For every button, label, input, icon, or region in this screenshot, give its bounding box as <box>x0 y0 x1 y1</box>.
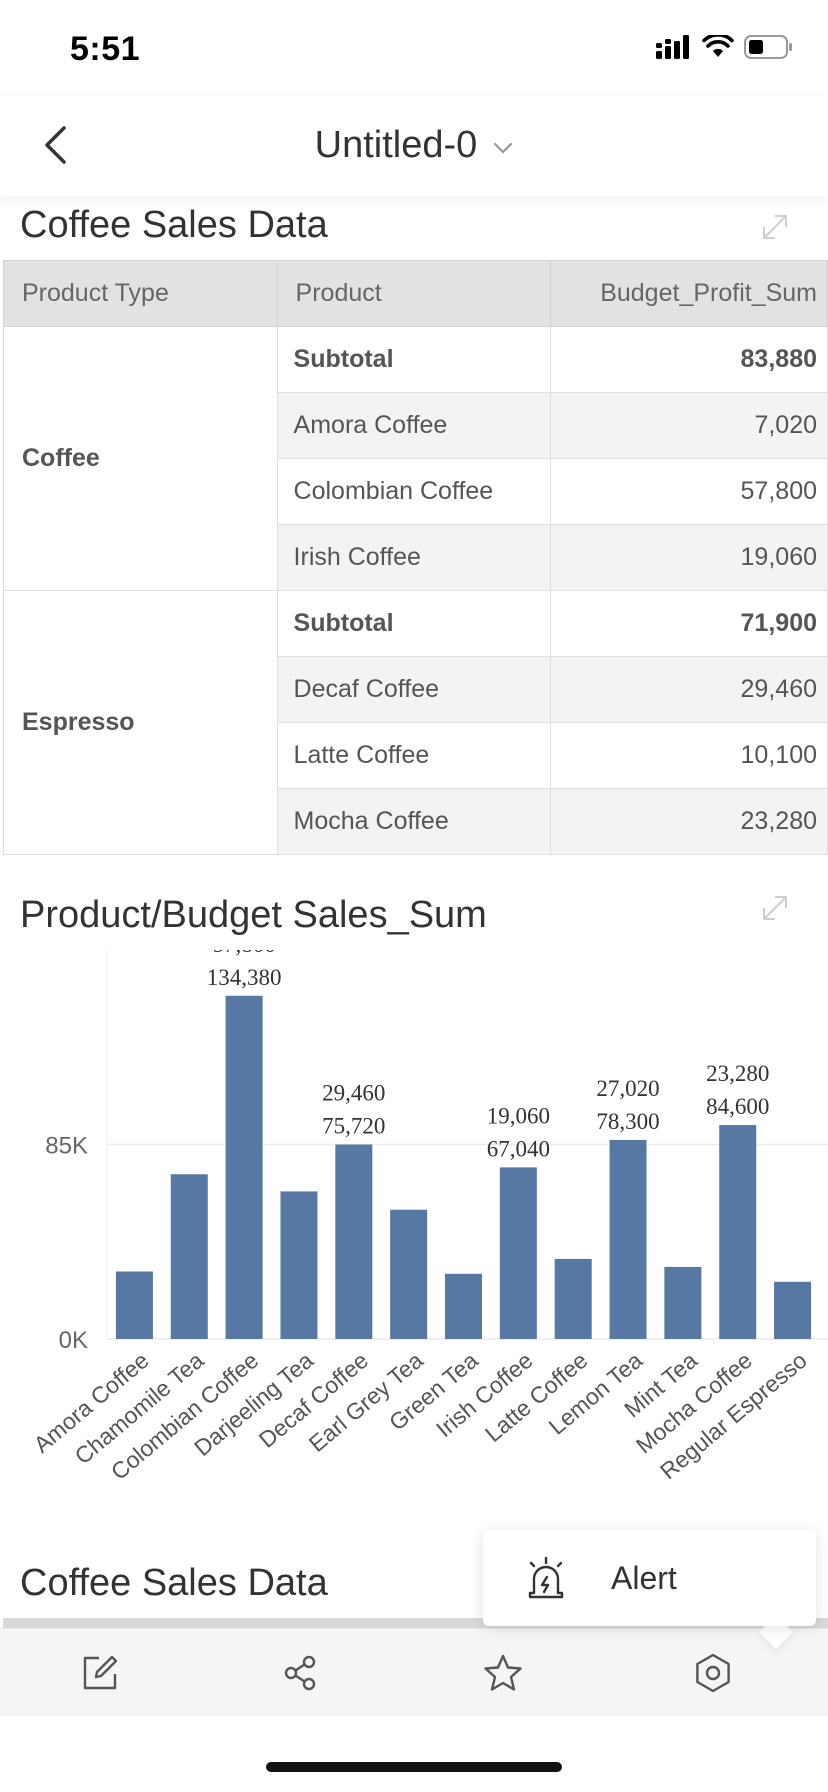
data-label: 27,020 <box>596 1076 659 1101</box>
group-cell: Espresso <box>3 590 278 855</box>
data-label: 84,600 <box>706 1094 769 1119</box>
cellular-signal-icon <box>656 35 689 59</box>
bar[interactable] <box>445 1273 482 1339</box>
star-icon <box>484 1654 522 1691</box>
bar[interactable] <box>554 1258 592 1339</box>
table-row: Decaf Coffee 29,460 <box>4 656 828 723</box>
value-cell: 7,020 <box>550 392 828 459</box>
table-row: Mocha Coffee 23,280 <box>4 788 828 855</box>
chevron-down-icon <box>494 142 513 154</box>
table-row: Coffee Subtotal 83,880 <box>3 326 828 591</box>
table-header-row: Product Type Product Budget_Profit_Sum <box>3 260 828 327</box>
data-label: 19,060 <box>487 1103 550 1128</box>
wifi-icon <box>702 35 734 57</box>
product-cell: Subtotal <box>276 590 552 657</box>
table-row: Espresso Subtotal 71,900 <box>3 590 828 855</box>
expand-icon[interactable] <box>760 893 790 923</box>
expand-icon[interactable] <box>760 212 790 242</box>
bottom-section-title: Coffee Sales Data <box>20 1562 328 1604</box>
value-cell: 10,100 <box>550 722 828 789</box>
value-cell: 23,280 <box>550 788 828 855</box>
status-icons <box>656 34 794 60</box>
edit-button[interactable] <box>76 1649 124 1697</box>
bar[interactable] <box>774 1281 812 1339</box>
dashboard-title: Untitled-0 <box>314 124 478 166</box>
home-indicator <box>266 1762 562 1772</box>
value-cell: 57,800 <box>550 458 828 525</box>
product-cell: Subtotal <box>276 326 552 393</box>
edit-icon <box>83 1655 118 1690</box>
value-cell: 83,880 <box>550 326 828 393</box>
product-cell: Mocha Coffee <box>276 788 552 855</box>
back-arrow-icon <box>45 126 66 164</box>
share-button[interactable] <box>277 1649 325 1697</box>
bar[interactable] <box>390 1209 428 1339</box>
data-label: 134,380 <box>207 965 282 990</box>
bar[interactable] <box>225 995 263 1339</box>
table-row: Latte Coffee 10,100 <box>4 722 828 789</box>
bottom-toolbar <box>0 1628 828 1716</box>
alarm-icon <box>528 1556 564 1599</box>
table-row: Amora Coffee 7,020 <box>4 392 828 459</box>
gear-icon <box>696 1653 730 1693</box>
value-cell: 19,060 <box>550 524 828 591</box>
bar[interactable] <box>664 1266 702 1339</box>
bar[interactable] <box>499 1167 537 1339</box>
dashboard-title-selector[interactable]: Untitled-0 <box>0 124 828 167</box>
share-icon <box>284 1655 316 1691</box>
bar[interactable] <box>335 1144 373 1340</box>
product-cell: Irish Coffee <box>276 524 552 591</box>
favorite-button[interactable] <box>479 1649 527 1697</box>
coffee-sales-table: Product Type Product Budget_Profit_Sum C… <box>3 260 828 855</box>
y-tick-label: 0K <box>59 1327 88 1354</box>
data-label: 29,460 <box>322 1081 385 1106</box>
table-section-title: Coffee Sales Data <box>20 204 328 246</box>
bar[interactable] <box>609 1139 647 1339</box>
product-cell: Colombian Coffee <box>276 458 552 525</box>
data-label: 78,300 <box>596 1109 659 1134</box>
status-bar: 5:51 <box>0 0 828 96</box>
status-time: 5:51 <box>70 30 141 68</box>
value-cell: 71,900 <box>550 590 828 657</box>
chart-section-title: Product/Budget Sales_Sum <box>20 894 487 936</box>
bar[interactable] <box>170 1174 208 1339</box>
bar[interactable] <box>115 1271 153 1339</box>
back-button[interactable] <box>30 120 80 170</box>
column-header-product-type[interactable]: Product Type <box>3 260 278 327</box>
bar[interactable] <box>719 1125 757 1339</box>
data-label: 23,280 <box>706 1061 769 1086</box>
product-cell: Decaf Coffee <box>276 656 552 723</box>
y-tick-label: 85K <box>45 1133 88 1160</box>
data-label: 75,720 <box>322 1114 385 1139</box>
group-cell: Coffee <box>3 326 278 591</box>
nav-header: Untitled-0 <box>0 96 828 196</box>
settings-button[interactable] <box>689 1649 737 1697</box>
alert-menu-item[interactable]: Alert <box>483 1530 816 1626</box>
table-row: Irish Coffee 19,060 <box>4 524 828 591</box>
data-label: 67,040 <box>487 1136 550 1161</box>
value-cell: 29,460 <box>550 656 828 723</box>
alert-label: Alert <box>611 1559 677 1596</box>
table-header-partial <box>3 1618 828 1628</box>
data-label: 57,800 <box>212 950 275 957</box>
product-cell: Amora Coffee <box>276 392 552 459</box>
column-header-product[interactable]: Product <box>276 260 552 327</box>
product-cell: Latte Coffee <box>276 722 552 789</box>
bar[interactable] <box>280 1191 318 1339</box>
column-header-budget-profit-sum[interactable]: Budget_Profit_Sum <box>550 260 828 327</box>
battery-icon <box>744 35 792 59</box>
table-row: Colombian Coffee 57,800 <box>4 458 828 525</box>
